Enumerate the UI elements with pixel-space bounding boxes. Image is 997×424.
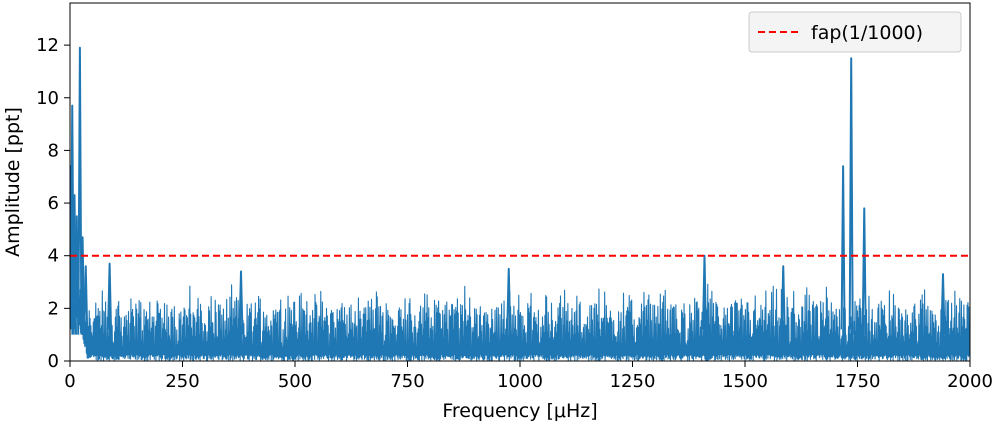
spectrum-peak: [780, 265, 786, 335]
x-axis: 0 250 500 750 1000 1250 1500 1750 2000: [64, 361, 993, 392]
x-tick-label: 750: [390, 371, 424, 392]
legend-box: [748, 11, 962, 53]
spectrum-peak: [83, 265, 89, 335]
spectrum-noise-trace: [70, 243, 970, 361]
spectrum-peak: [702, 254, 707, 335]
x-tick-label: 250: [165, 371, 199, 392]
x-axis-label: Frequency [μHz]: [442, 400, 597, 422]
x-tick-label: 1250: [610, 371, 656, 392]
x-tick-label: 2000: [947, 371, 993, 392]
plot-area: [70, 46, 970, 361]
x-tick-label: 1500: [722, 371, 768, 392]
spectrum-peak: [840, 165, 846, 335]
y-tick-label: 2: [48, 298, 59, 319]
spectrum-peak: [77, 46, 83, 335]
spectrum-peak: [80, 236, 86, 335]
x-tick-label: 0: [64, 371, 75, 392]
y-tick-label: 0: [48, 351, 59, 372]
y-tick-label: 10: [36, 88, 59, 109]
y-tick-label: 8: [48, 140, 59, 161]
legend: fap(1/1000): [748, 11, 962, 53]
y-axis-label: Amplitude [ppt]: [2, 107, 24, 257]
x-tick-label: 500: [278, 371, 312, 392]
y-tick-label: 6: [48, 193, 59, 214]
legend-threshold-label: fap(1/1000): [811, 22, 923, 44]
spectrum-peak: [107, 262, 113, 335]
x-tick-label: 1000: [497, 371, 543, 392]
y-tick-label: 4: [48, 246, 59, 267]
spectrum-peak: [848, 57, 854, 335]
x-tick-label: 1750: [835, 371, 881, 392]
spectrum-peak: [506, 267, 512, 335]
y-axis: 0 2 4 6 8 10 12: [36, 35, 70, 372]
y-tick-label: 12: [36, 35, 59, 56]
spectrum-peak: [940, 273, 946, 335]
spectrum-peak: [861, 207, 867, 335]
spectrum-layer: [70, 46, 970, 361]
spectrum-peak: [238, 270, 244, 335]
